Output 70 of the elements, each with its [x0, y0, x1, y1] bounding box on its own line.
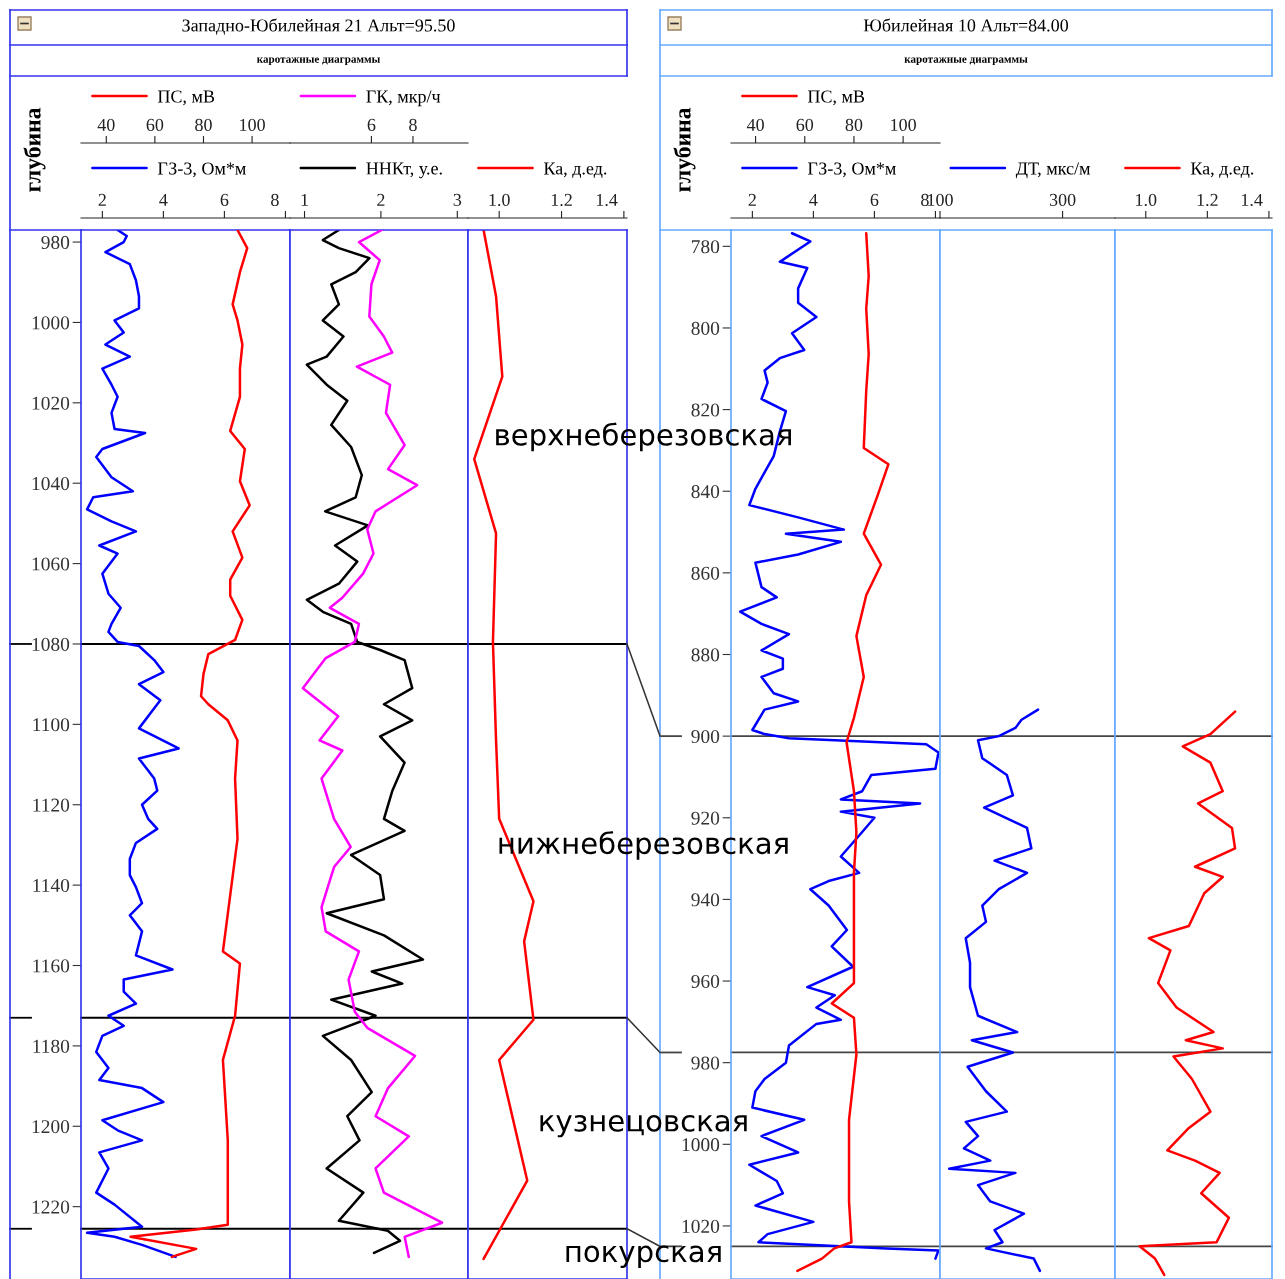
y-axis-title: глубина	[673, 107, 696, 192]
y-tick-label: 1100	[33, 718, 70, 732]
x-tick-label: 1.2	[551, 193, 572, 207]
legend-label: Ка, д.ед.	[543, 162, 607, 178]
y-tick-label: 1000	[32, 316, 70, 330]
x-tick-label: 100	[928, 193, 953, 206]
x2-tick-label: 40	[746, 118, 764, 131]
x2-tick-label: 8	[409, 118, 417, 131]
x2-tick-label: 80	[195, 118, 212, 131]
y-tick-label: 960	[691, 974, 720, 988]
x-tick-label: 1.4	[596, 193, 618, 207]
x-tick-label: 3	[453, 193, 462, 206]
x2-tick-label: 100	[891, 118, 916, 131]
y-tick-label: 1000	[682, 1138, 720, 1152]
x2-tick-label: 40	[97, 118, 115, 131]
y-tick-label: 1200	[32, 1120, 70, 1134]
y-tick-label: 900	[691, 729, 720, 744]
y-tick-label: 980	[691, 1056, 720, 1070]
y-tick-label: 840	[691, 485, 720, 499]
legend-label: ПС, мВ	[157, 90, 215, 106]
y-tick-label: 1080	[32, 637, 70, 651]
y-tick-label: 1140	[33, 878, 70, 893]
y-tick-label: 880	[691, 648, 720, 662]
legend-label: ПС, мВ	[807, 90, 865, 106]
y-tick-label: 800	[691, 321, 720, 335]
x-tick-label: 2	[377, 193, 385, 206]
x-tick-label: 1.0	[1136, 193, 1157, 207]
x-tick-label: 4	[809, 193, 818, 206]
x2-tick-label: 60	[146, 118, 164, 131]
x-tick-label: 8	[921, 193, 929, 206]
x2-tick-label: 100	[240, 118, 265, 131]
x2-tick-label: 6	[367, 118, 376, 131]
legend-label: ГЗ-3, Ом*м	[157, 162, 246, 178]
x-tick-label: 2	[98, 193, 106, 206]
x-tick-label: 1.4	[1241, 193, 1263, 207]
x-tick-label: 4	[159, 193, 168, 206]
x-tick-label: 8	[271, 193, 279, 206]
y-tick-label: 1220	[32, 1200, 70, 1214]
y-tick-label: 1120	[33, 798, 70, 812]
y-tick-label: 860	[691, 566, 720, 580]
y-tick-label: 940	[691, 893, 720, 907]
y-tick-label: 820	[691, 403, 720, 417]
x-tick-label: 2	[748, 193, 756, 206]
x-tick-label: 6	[220, 193, 229, 206]
text: каротажные диаграммы	[904, 57, 1028, 66]
x-tick-label: 1.2	[1197, 193, 1218, 207]
x-tick-label: 1	[301, 193, 308, 206]
x-tick-label: 1.0	[489, 193, 510, 207]
chart-title: Западно-Юбилейная 21 Альт=95.50	[182, 18, 455, 35]
y-tick-label: 780	[692, 240, 720, 254]
legend-label: ННКт, у.е.	[366, 162, 442, 179]
y-tick-label: 1180	[33, 1039, 70, 1053]
y-tick-label: 1060	[32, 557, 70, 571]
x-tick-label: 300	[1049, 193, 1076, 206]
legend-label: ГК, мкр/ч	[366, 90, 441, 107]
y-tick-label: 980	[41, 235, 70, 249]
y-tick-label: 1040	[32, 477, 70, 491]
y-tick-label: 1020	[682, 1219, 720, 1233]
x2-tick-label: 80	[845, 118, 863, 131]
legend-label: Ка, д.ед.	[1190, 162, 1254, 178]
y-tick-label: 1160	[33, 959, 70, 973]
x-tick-label: 6	[870, 193, 879, 206]
chart-title: Юбилейная 10 Альт=84.00	[863, 18, 1069, 32]
y-axis-title: глубина	[23, 107, 46, 192]
x2-tick-label: 60	[796, 118, 814, 131]
legend-label: ДТ, мкс/м	[1015, 162, 1091, 179]
text: каротажные диаграммы	[256, 57, 380, 66]
y-tick-label: 920	[691, 811, 720, 825]
legend-label: ГЗ-3, Ом*м	[807, 162, 896, 178]
y-tick-label: 1020	[32, 396, 70, 410]
